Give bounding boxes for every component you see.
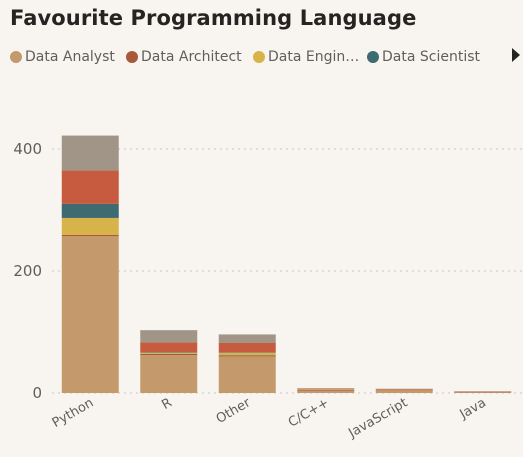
bar-segment-python-5: [61, 135, 119, 171]
legend-label: Data Analyst: [25, 49, 115, 65]
chevron-right-icon[interactable]: [512, 48, 520, 62]
bar-segment-r-1: [140, 353, 198, 356]
bar-segment-javascript-2: [375, 389, 433, 391]
bar-segment-python-3: [61, 203, 119, 218]
bar-segment-python-0: [61, 236, 119, 393]
bar-segment-javascript-5: [375, 388, 433, 390]
bar-segment-other-0: [218, 356, 276, 393]
bar-segment-c-c--0: [297, 390, 355, 393]
bar-segment-r-3: [140, 352, 198, 353]
bar-segment-other-1: [218, 355, 276, 357]
bar-segment-javascript-4: [375, 389, 433, 390]
x-tick-label: JavaScript: [345, 395, 410, 441]
bar-segment-r-5: [140, 330, 198, 343]
y-tick-label: 400: [13, 140, 42, 158]
legend-marker: [10, 51, 22, 63]
bar-segment-c-c--4: [297, 388, 355, 390]
bar-segment-java-0: [454, 392, 512, 393]
bar-segment-c-c--2: [297, 389, 355, 390]
y-tick-label: 200: [13, 262, 42, 280]
chart-title: Favourite Programming Language: [10, 6, 417, 30]
x-tick-label: Python: [50, 395, 97, 431]
bar-segment-r-0: [140, 355, 198, 393]
legend-label: Data Architect: [141, 49, 242, 65]
legend-item-data-analyst[interactable]: Data Analyst: [10, 47, 115, 67]
bar-segment-java-4: [454, 391, 512, 393]
bar-segment-javascript-0: [375, 391, 433, 393]
bar-segment-r-2: [140, 352, 198, 354]
bar-segment-other-2: [218, 352, 276, 356]
legend-marker: [367, 51, 379, 63]
y-tick-label: 0: [32, 384, 42, 402]
x-tick-label: Java: [457, 395, 489, 422]
legend-label: Data Scientist: [382, 49, 480, 65]
x-tick-label: C/C++: [286, 395, 332, 430]
legend-marker: [126, 51, 138, 63]
legend-item-data-scientist[interactable]: Data Scientist: [367, 47, 480, 67]
bar-segment-python-2: [61, 217, 119, 236]
legend-item-data-architect[interactable]: Data Architect: [126, 47, 242, 67]
bar-segment-c-c--1: [297, 389, 355, 391]
bar-segment-python-1: [61, 235, 119, 237]
legend-label: Data Engin…: [268, 49, 360, 65]
bar-segment-r-4: [140, 342, 198, 353]
bar-segment-c-c--5: [297, 388, 355, 389]
legend: Data Analyst Data Architect Data Engin… …: [10, 47, 523, 67]
bar-segment-java-5: [454, 391, 512, 392]
bar-segment-python-4: [61, 170, 119, 204]
bar-segment-other-4: [218, 342, 276, 353]
bar-segment-other-3: [218, 352, 276, 353]
x-tick-label: Other: [214, 395, 254, 427]
legend-marker: [253, 51, 265, 63]
bar-segment-other-5: [218, 334, 276, 343]
bar-segment-javascript-1: [375, 390, 433, 392]
legend-item-data-engineer[interactable]: Data Engin…: [253, 47, 359, 67]
x-tick-label: R: [159, 395, 174, 413]
